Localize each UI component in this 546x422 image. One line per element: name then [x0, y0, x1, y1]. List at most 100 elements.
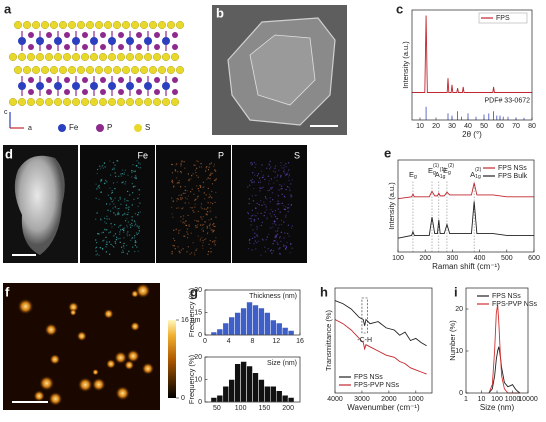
eds-dot	[195, 171, 197, 174]
afm-particle	[69, 309, 77, 316]
atom-p	[100, 77, 106, 83]
eds-dot	[278, 203, 280, 205]
eds-dot	[187, 233, 189, 235]
eds-dot	[129, 224, 131, 226]
eds-dot	[131, 176, 133, 178]
y-axis-title: Intensity (a.u.)	[401, 41, 410, 89]
eds-dot	[127, 213, 129, 216]
eds-dot	[127, 231, 129, 233]
panel-label: c	[396, 1, 403, 16]
legend-label: FPS NSs	[354, 374, 383, 381]
eds-dot	[194, 199, 196, 201]
eds-dot	[213, 163, 216, 165]
eds-dot	[137, 197, 139, 199]
atom-s	[54, 97, 63, 106]
eds-dot	[99, 246, 101, 249]
eds-dot	[284, 209, 286, 211]
eds-dot	[210, 218, 212, 220]
eds-dot	[285, 248, 287, 250]
chart-title: Size (nm)	[267, 360, 297, 367]
x-tick-label: 16	[296, 338, 304, 345]
eds-dot	[198, 166, 201, 168]
atom-p	[28, 44, 34, 50]
eds-dot	[212, 229, 214, 231]
eds-dot	[210, 229, 212, 231]
x-axis-title: Wavenumber (cm⁻¹)	[347, 403, 420, 412]
eds-dot	[180, 163, 182, 165]
eds-dot	[247, 186, 249, 188]
panel-label: a	[4, 1, 12, 16]
eds-dot	[285, 214, 287, 216]
histogram-bar	[276, 322, 283, 336]
atom-s	[107, 97, 116, 106]
eds-dot	[279, 253, 281, 255]
eds-dot	[259, 177, 261, 179]
eds-dot	[254, 240, 256, 242]
eds-dot	[172, 199, 174, 202]
eds-dot	[115, 175, 117, 177]
peak-label-sub: 1g	[475, 174, 481, 180]
atom-s	[166, 21, 175, 30]
eds-dot	[288, 235, 290, 237]
eds-dot	[251, 178, 254, 181]
eds-dot	[115, 239, 118, 241]
eds-dot	[278, 189, 280, 191]
afm-particle	[33, 390, 45, 402]
eds-dot	[109, 174, 112, 176]
eds-dot	[280, 174, 282, 176]
eds-dot	[288, 174, 291, 176]
atom-p	[64, 77, 70, 83]
eds-dot	[103, 221, 106, 223]
eds-dot	[257, 240, 260, 242]
atom-fe	[36, 82, 44, 90]
axis-label: c	[4, 109, 8, 116]
eds-dot	[269, 168, 271, 170]
eds-dot	[214, 169, 216, 171]
eds-dot	[109, 231, 112, 233]
eds-dot	[276, 176, 278, 178]
eds-dot	[119, 241, 121, 243]
atom-s	[41, 21, 50, 30]
eds-dot	[122, 228, 125, 230]
eds-dot	[127, 211, 129, 214]
eds-dot	[134, 250, 136, 253]
eds-dot	[206, 225, 208, 228]
eds-dot	[209, 223, 211, 225]
legend-label: Fe	[69, 123, 79, 132]
atom-s	[63, 97, 72, 106]
eds-dot	[131, 171, 133, 173]
eds-dot	[186, 198, 188, 200]
afm-particle	[49, 354, 61, 365]
atom-s	[50, 21, 59, 30]
eds-dot	[137, 250, 139, 252]
eds-dot	[262, 239, 264, 241]
eds-dot	[177, 207, 180, 209]
eds-dot	[97, 187, 99, 189]
eds-dot	[251, 181, 253, 183]
eds-dot	[123, 213, 125, 216]
legend-label: FPS NSs	[498, 165, 527, 172]
eds-dot	[267, 190, 269, 192]
eds-dot	[201, 245, 204, 247]
eds-dot	[278, 248, 280, 250]
x-tick-label: 0	[203, 338, 207, 345]
y-tick-label: 20	[194, 354, 202, 361]
eds-dot	[127, 200, 129, 202]
eds-dot	[184, 222, 186, 225]
eds-dot	[123, 245, 125, 247]
eds-dot	[251, 161, 253, 164]
eds-dot	[131, 237, 134, 239]
eds-dot	[180, 161, 183, 163]
afm-particle	[91, 377, 106, 392]
eds-dot	[114, 241, 116, 243]
eds-dot	[276, 218, 278, 220]
eds-dot	[180, 172, 183, 174]
panel-label: h	[320, 284, 328, 299]
eds-dot	[98, 254, 100, 256]
eds-dot	[179, 186, 182, 188]
eds-maps: Fe P S	[80, 145, 307, 263]
eds-dot	[186, 190, 188, 192]
eds-dot	[288, 176, 290, 178]
eds-dot	[113, 203, 115, 205]
atom-fe	[54, 37, 62, 45]
